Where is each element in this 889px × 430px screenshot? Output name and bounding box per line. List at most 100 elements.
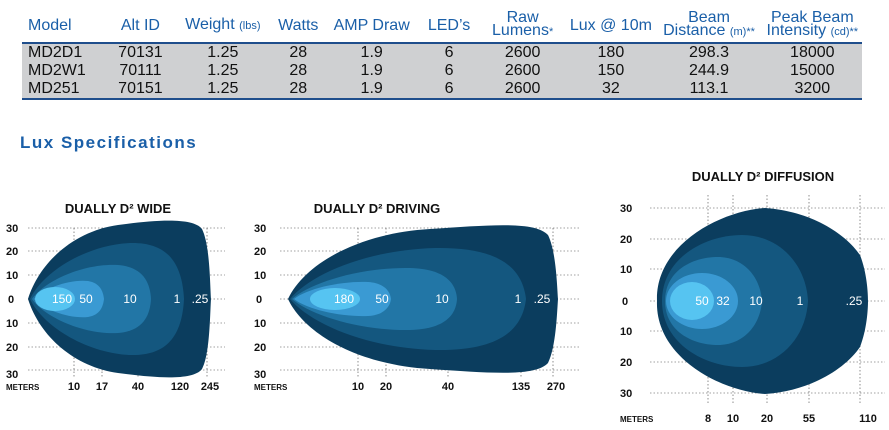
table-cell: 28: [272, 62, 325, 80]
lux-label: 50: [375, 292, 389, 306]
x-tick: 40: [132, 381, 144, 393]
y-ticks: 30 20 10 0 10 20 30: [620, 203, 632, 400]
table-cell: 2600: [478, 80, 567, 100]
y-tick: 0: [622, 296, 628, 308]
x-tick: 20: [380, 381, 392, 393]
header-text: **: [849, 26, 859, 38]
y-tick: 30: [620, 388, 632, 400]
table-cell: 3200: [762, 80, 862, 100]
y-ticks: 30 20 10 0 10 20 30: [6, 223, 18, 381]
column-header: Raw Lumens*: [478, 8, 567, 44]
table-cell: 6: [419, 43, 479, 62]
header-text: (cd): [830, 26, 850, 38]
y-tick: 20: [6, 342, 18, 354]
header-text: Distance: [663, 22, 726, 39]
x-axis-label: METERS: [620, 415, 654, 424]
x-tick: 270: [547, 381, 565, 393]
table-cell: 1.25: [173, 62, 273, 80]
column-header: LED’s: [419, 8, 479, 44]
y-tick: 30: [254, 223, 266, 235]
spec-body: MD2D1 70131 1.25 28 1.9 6 2600 180 298.3 18000 MD2…: [22, 43, 862, 100]
table-cell: 1.9: [324, 80, 420, 100]
x-tick: 110: [859, 413, 877, 425]
zone-peak: [310, 288, 360, 310]
y-tick: 20: [620, 234, 632, 246]
lux-labels: 50 32 10 1 .25: [695, 294, 862, 308]
y-tick: 30: [254, 369, 266, 381]
lux-label: 50: [695, 294, 709, 308]
header-text: AMP Draw: [333, 16, 410, 34]
y-tick: 10: [620, 264, 632, 276]
chart-dually-diffusion: 50 32 10 1 .25 DUALLY D² DIFFUSION 30 20…: [620, 169, 885, 425]
column-header: Weight (lbs): [173, 8, 273, 44]
y-tick: 10: [620, 326, 632, 338]
x-tick: 10: [68, 381, 80, 393]
x-tick: 40: [442, 381, 454, 393]
table-cell: 15000: [762, 62, 862, 80]
y-tick: 10: [254, 270, 266, 282]
spec-header-row: Model Alt ID Weight (lbs) Watts AMP Draw LED’…: [22, 8, 862, 44]
lux-label: 50: [79, 292, 93, 306]
table-cell: 32: [566, 80, 656, 100]
spec-table: Model Alt ID Weight (lbs) Watts AMP Draw LED’…: [22, 8, 862, 100]
y-tick: 20: [254, 342, 266, 354]
header-text: **: [746, 26, 755, 38]
y-tick: 10: [254, 318, 266, 330]
header-text: Beam: [688, 9, 730, 26]
x-tick: 245: [201, 381, 219, 393]
table-row: MD251 70151 1.25 28 1.9 6 2600 32 113.1 3200: [22, 80, 862, 100]
lux-label: 10: [435, 292, 449, 306]
header-text: Peak Beam: [770, 9, 854, 26]
column-header: Lux @ 10m: [566, 8, 656, 44]
x-tick: 17: [96, 381, 108, 393]
table-cell: 2600: [478, 62, 567, 80]
header-text: Lux @ 10m: [569, 16, 652, 34]
header-text: Model: [28, 16, 72, 34]
model-cell: MD2D1: [22, 43, 108, 62]
x-tick: 10: [727, 413, 739, 425]
table-cell: 244.9: [655, 62, 763, 80]
y-tick: 30: [6, 369, 18, 381]
table-cell: 28: [272, 80, 325, 100]
lux-label: 1: [797, 294, 804, 308]
lux-label: 32: [716, 294, 730, 308]
table-cell: 6: [419, 62, 479, 80]
x-axis-label: METERS: [6, 383, 40, 392]
y-tick: 10: [6, 318, 18, 330]
lux-label: .25: [846, 294, 863, 308]
x-axis-label: METERS: [254, 383, 288, 392]
zone-peak: [670, 282, 714, 320]
table-cell: 1.25: [173, 80, 273, 100]
y-tick: 20: [620, 357, 632, 369]
column-header: Watts: [272, 8, 325, 44]
chart-dually-driving: 180 50 10 1 .25 DUALLY D² DRIVING 30 20 …: [254, 201, 580, 393]
column-header: AMP Draw: [324, 8, 420, 44]
table-cell: 70111: [107, 62, 174, 80]
section-title: Lux Specifications: [20, 133, 198, 152]
x-ticks: 10 20 40 135 270: [352, 381, 565, 393]
y-ticks: 30 20 10 0 10 20 30: [254, 223, 266, 381]
x-tick: 55: [803, 413, 815, 425]
x-tick: 8: [705, 413, 711, 425]
chart-title: DUALLY D² WIDE: [65, 201, 172, 216]
lux-label: 150: [52, 292, 72, 306]
table-row: MD2D1 70131 1.25 28 1.9 6 2600 180 298.3 18000: [22, 43, 862, 62]
header-text: (lbs): [239, 19, 261, 32]
y-tick: 30: [6, 223, 18, 235]
y-tick: 20: [6, 246, 18, 258]
x-tick: 135: [512, 381, 530, 393]
header-text: Raw: [506, 9, 539, 26]
model-cell: MD2W1: [22, 62, 108, 80]
table-cell: 18000: [762, 43, 862, 62]
y-tick: 20: [254, 246, 266, 258]
x-ticks: 8 10 20 55 110: [705, 413, 877, 425]
header-text: LED’s: [427, 16, 471, 34]
chart-title: DUALLY D² DRIVING: [314, 201, 440, 216]
header-text: Watts: [278, 16, 319, 34]
x-tick: 10: [352, 381, 364, 393]
column-header: Alt ID: [107, 8, 174, 44]
lux-labels: 150 50 10 1 .25: [52, 292, 209, 306]
header-text: *: [548, 26, 554, 38]
lux-label: 10: [749, 294, 763, 308]
table-cell: 2600: [478, 43, 567, 62]
